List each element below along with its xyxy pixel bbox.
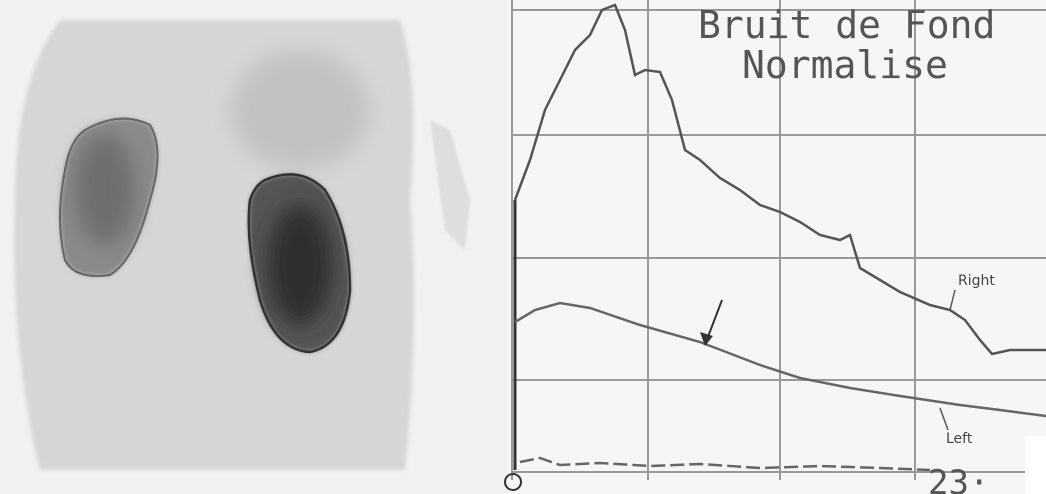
right-label: Right xyxy=(958,273,995,289)
plot: Bruit de Fond Normalise Right Left 23· xyxy=(505,0,1046,494)
scan-and-plot: Bruit de Fond Normalise Right Left 23· xyxy=(0,0,1046,494)
right-kidney-core xyxy=(268,205,332,325)
scan-image xyxy=(0,0,508,494)
title-line-1: Bruit de Fond xyxy=(698,3,995,47)
title-line-2: Normalise xyxy=(742,43,948,87)
liver-shadow xyxy=(230,50,370,170)
corner-text: 23· xyxy=(928,463,989,494)
left-label: Left xyxy=(946,431,973,447)
corner-box xyxy=(1025,436,1046,494)
left-kidney-core xyxy=(75,135,135,245)
